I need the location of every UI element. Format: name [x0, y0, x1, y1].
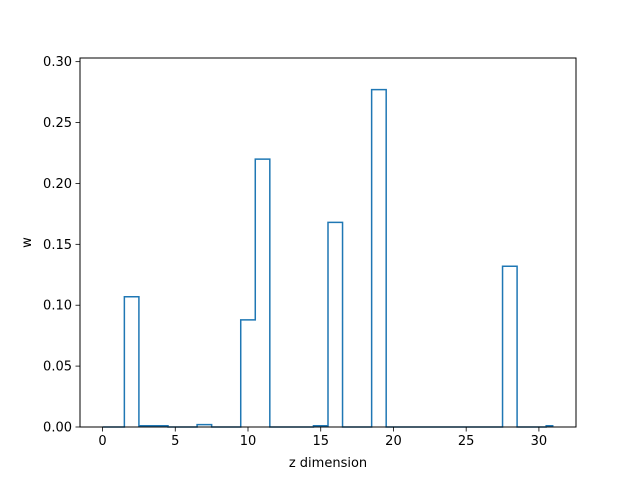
- axes-frame: [79, 57, 577, 428]
- x-ticks: 0 5 10 15 20 25 30: [98, 427, 547, 449]
- y-ticks: 0.00 0.05 0.10 0.15 0.20 0.25 0.30: [43, 55, 80, 436]
- x-axis-label: z dimension: [289, 456, 367, 471]
- y-tick-label: 0.05: [43, 360, 72, 375]
- y-tick-label: 0.25: [43, 116, 72, 131]
- x-tick-label: 10: [240, 434, 257, 449]
- y-tick-label: 0.30: [43, 55, 72, 70]
- x-tick-label: 15: [312, 434, 329, 449]
- y-tick-label: 0.00: [43, 421, 72, 436]
- x-tick-label: 30: [531, 434, 548, 449]
- x-tick-label: 0: [98, 434, 106, 449]
- x-tick-label: 25: [458, 434, 475, 449]
- y-tick-label: 0.10: [43, 299, 72, 314]
- y-tick-label: 0.20: [43, 177, 72, 192]
- x-tick-label: 5: [171, 434, 179, 449]
- y-tick-label: 0.15: [43, 238, 72, 253]
- x-tick-label: 20: [385, 434, 402, 449]
- y-axis-label: w: [20, 237, 35, 248]
